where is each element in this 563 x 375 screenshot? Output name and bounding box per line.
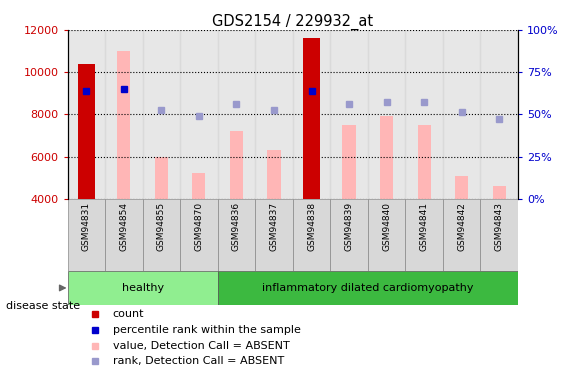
Text: GSM94836: GSM94836 [232,202,241,252]
Bar [155,157,168,199]
Bar [193,173,205,199]
Text: GSM94841: GSM94841 [419,202,428,251]
Text: count: count [113,309,144,319]
Text: GSM94837: GSM94837 [270,202,279,252]
Text: GSM94870: GSM94870 [194,202,203,252]
Bar [68,199,105,271]
Text: GSM94838: GSM94838 [307,202,316,252]
Bar [105,30,142,199]
Bar [342,125,356,199]
Bar [267,150,280,199]
Bar [303,39,320,199]
Text: inflammatory dilated cardiomyopathy: inflammatory dilated cardiomyopathy [262,283,473,293]
Text: GSM94855: GSM94855 [157,202,166,252]
Bar [142,199,180,271]
Bar [368,199,405,271]
Text: GSM94831: GSM94831 [82,202,91,252]
Bar [78,64,95,199]
Bar [255,199,293,271]
Bar [380,117,393,199]
Bar [68,30,105,199]
Text: value, Detection Call = ABSENT: value, Detection Call = ABSENT [113,340,289,351]
Bar [117,51,131,199]
Bar [493,186,506,199]
Bar [218,30,255,199]
Bar [105,199,142,271]
Text: GSM94840: GSM94840 [382,202,391,251]
Bar [455,176,468,199]
Bar [230,131,243,199]
Bar [180,199,218,271]
Text: GSM94842: GSM94842 [457,202,466,251]
Text: GSM94843: GSM94843 [495,202,504,251]
Bar [405,199,443,271]
Bar [443,199,480,271]
Bar [218,199,255,271]
Bar [255,30,293,199]
Bar [330,30,368,199]
Bar [68,271,218,305]
Text: GSM94854: GSM94854 [119,202,128,251]
Text: rank, Detection Call = ABSENT: rank, Detection Call = ABSENT [113,356,284,366]
Bar [293,30,330,199]
Text: GSM94839: GSM94839 [345,202,354,252]
Bar [330,199,368,271]
Title: GDS2154 / 229932_at: GDS2154 / 229932_at [212,14,373,30]
Bar [368,30,405,199]
Bar [443,30,480,199]
Bar [405,30,443,199]
Bar [418,125,431,199]
Text: percentile rank within the sample: percentile rank within the sample [113,325,301,335]
Bar [142,30,180,199]
Bar [293,199,330,271]
Bar [180,30,218,199]
Text: disease state: disease state [6,301,80,310]
Bar [480,199,518,271]
Text: healthy: healthy [122,283,164,293]
Bar [480,30,518,199]
Bar [218,271,518,305]
